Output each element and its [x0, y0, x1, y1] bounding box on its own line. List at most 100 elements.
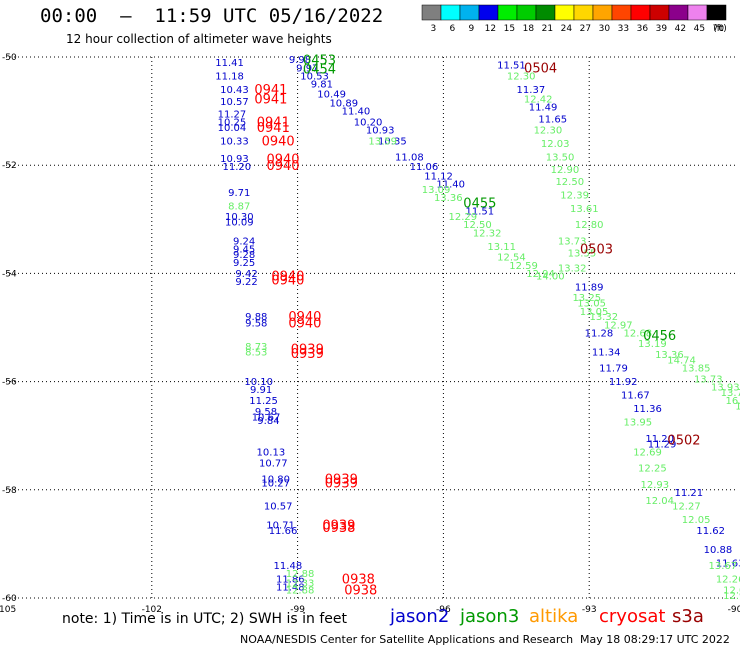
y-tick-label: -52: [2, 161, 17, 171]
wave-height-label: 13.95: [623, 418, 652, 429]
wave-height-label: 11.48: [276, 583, 305, 594]
y-tick-label: -56: [2, 378, 17, 388]
wave-height-label: 12.68: [623, 328, 652, 339]
wave-height-label: 9.42: [235, 269, 257, 280]
wave-height-label: 12.04: [645, 496, 674, 507]
colorbar-tick: 9: [469, 24, 475, 34]
wave-height-label: 11.21: [675, 488, 704, 499]
wave-height-label: 13.36: [434, 193, 463, 204]
wave-height-label: 9.58: [245, 319, 267, 330]
wave-height-label: 12.59: [509, 261, 538, 272]
colorbar-tick: 45: [694, 24, 705, 34]
chart-title: 00:00 – 11:59 UTC 05/16/2022: [40, 5, 384, 27]
colorbar-swatch: [630, 4, 651, 21]
wave-height-label: 13.72: [721, 388, 740, 399]
wave-height-label: 10.25: [218, 117, 247, 128]
colorbar-tick: 36: [637, 24, 649, 34]
wave-height-label: 11.34: [592, 347, 621, 358]
wave-height-label: 11.12: [424, 172, 453, 183]
colorbar-tick: 3: [431, 24, 437, 34]
pass-time-label: 0940: [271, 273, 304, 288]
wave-height-label: 13.55: [568, 248, 597, 259]
wave-height-label: 12.05: [682, 515, 711, 526]
colorbar-swatch: [421, 4, 442, 21]
plot-grid: [6, 56, 735, 599]
wave-height-label: 12.88: [286, 569, 315, 580]
x-tick-label: -102: [142, 605, 162, 615]
wave-height-label: 12.29: [449, 212, 478, 223]
wave-height-label: 10.20: [354, 117, 383, 128]
pass-time-label: 0456: [643, 329, 676, 344]
pass-time-label: 0940: [266, 152, 299, 167]
x-tick-label: -105: [0, 605, 16, 615]
wave-height-label: 11.37: [517, 85, 546, 96]
wave-height-label: 12.30: [534, 126, 563, 137]
wave-height-label: 15.68: [735, 401, 740, 412]
wave-height-label: 10.04: [218, 123, 247, 134]
wave-height-label: 10.77: [259, 458, 288, 469]
colorbar-tick: 33: [618, 24, 629, 34]
pass-time-label: 0941: [257, 115, 290, 130]
wave-height-label: 9.45: [233, 245, 255, 256]
pass-time-label: 0938: [344, 583, 377, 598]
pass-time-label: 0938: [322, 521, 355, 536]
wave-height-label: 12.50: [555, 177, 584, 188]
wave-height-label: 10.43: [220, 85, 249, 96]
y-tick-label: -54: [2, 269, 17, 279]
wave-height-label: 12.03: [541, 139, 570, 150]
wave-height-label: 11.67: [621, 391, 650, 402]
x-tick-label: -99: [290, 605, 305, 615]
wave-height-label: 12.80: [575, 220, 604, 231]
pass-time-label: 0940: [288, 317, 321, 332]
wave-height-label: 13.09: [422, 185, 451, 196]
pass-time-label: 0940: [288, 310, 321, 325]
wave-height-label: 9.28: [233, 250, 255, 261]
wave-height-label: 13.25: [572, 293, 601, 304]
wave-height-label: 16.41: [726, 396, 740, 407]
wave-height-label: 11.48: [274, 561, 303, 572]
pass-time-label: 0939: [291, 343, 324, 358]
wave-height-label: 10.71: [266, 520, 295, 531]
wave-height-label: 12.97: [604, 320, 633, 331]
wave-height-label: 12.27: [672, 502, 701, 513]
wave-height-label: 11.51: [466, 207, 495, 218]
wave-height-label: 9.24: [233, 236, 255, 247]
colorbar-swatch: [668, 4, 689, 21]
wave-height-label: 11.51: [497, 61, 526, 72]
y-tick-label: -58: [2, 486, 17, 496]
pass-time-label: 0939: [291, 347, 324, 362]
wave-height-label: 11.62: [696, 526, 725, 537]
colorbar-swatch: [478, 4, 499, 21]
wave-height-label: 10.88: [704, 545, 733, 556]
wave-height-label: 12.69: [633, 447, 662, 458]
wave-height-label: 13.61: [570, 204, 599, 215]
wave-height-label: 11.92: [609, 377, 638, 388]
wave-height-label: 9.71: [228, 188, 250, 199]
wave-height-label: 12.30: [507, 71, 536, 82]
legend-cryosat: cryosat: [599, 606, 666, 627]
wave-height-label: 12.25: [638, 464, 667, 475]
x-tick-label: -93: [582, 605, 597, 615]
colorbar-tick: 15: [504, 24, 515, 34]
legend-s3a: s3a: [672, 606, 704, 627]
pass-time-label: 0454: [303, 62, 336, 77]
colorbar-swatch: [687, 4, 708, 21]
wave-height-label: 11.40: [342, 107, 371, 118]
pass-time-label: 0503: [580, 243, 613, 258]
wave-height-label: 12.01: [723, 585, 740, 596]
wave-height-label: 13.73: [694, 374, 723, 385]
wave-height-label: 10.33: [220, 136, 249, 147]
wave-height-label: 11.41: [215, 58, 244, 69]
wave-height-label: 11.40: [436, 180, 465, 191]
colorbar-swatch: [706, 4, 727, 21]
wave-height-label: 11.20: [223, 162, 252, 173]
colorbar-tick: 27: [580, 24, 591, 34]
colorbar-tick: 21: [542, 24, 553, 34]
legend-jason3: jason3: [460, 606, 520, 627]
colorbar-swatch: [649, 4, 670, 21]
wave-height-label: 8.53: [245, 347, 267, 358]
colorbar-tick: 24: [561, 24, 573, 34]
pass-time-label: 0938: [342, 573, 375, 588]
pass-time-label: 0939: [325, 476, 358, 491]
colorbar-swatch: [459, 4, 480, 21]
